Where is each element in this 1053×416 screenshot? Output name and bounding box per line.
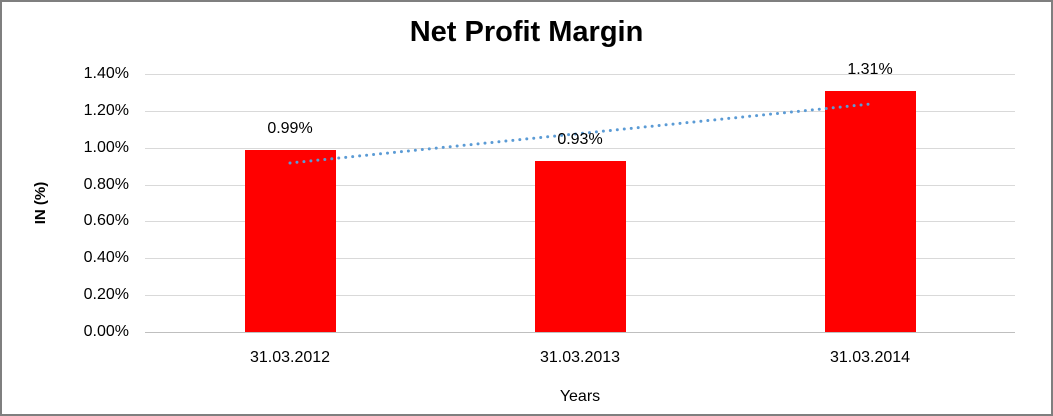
x-axis-line xyxy=(145,332,1015,333)
x-tick-label: 31.03.2013 xyxy=(539,349,621,366)
bar-data-label: 0.93% xyxy=(557,130,603,148)
y-tick-label: 0.20% xyxy=(83,286,129,304)
bar xyxy=(824,90,916,332)
x-tick-label: 31.03.2012 xyxy=(249,349,331,366)
y-tick-label: 0.80% xyxy=(83,175,129,193)
y-gridline xyxy=(145,110,1015,112)
y-tick-label: 1.00% xyxy=(83,138,129,156)
trendline xyxy=(288,102,872,165)
chart-title: Net Profit Margin xyxy=(409,16,644,48)
bar xyxy=(244,149,336,332)
y-gridline xyxy=(145,74,1015,75)
y-tick-label: 1.20% xyxy=(83,101,129,119)
x-tick-label: 31.03.2014 xyxy=(829,349,911,366)
bar-data-label: 1.31% xyxy=(847,60,893,78)
x-axis-title: Years xyxy=(559,388,601,405)
y-tick-label: 1.40% xyxy=(83,65,129,82)
bar xyxy=(534,160,626,332)
y-gridline xyxy=(145,147,1015,149)
y-tick-label: 0.40% xyxy=(83,249,129,267)
y-tick-label: 0.00% xyxy=(83,323,129,340)
bar-data-label: 0.99% xyxy=(267,119,313,137)
y-tick-label: 0.60% xyxy=(83,212,129,230)
y-axis-title: IN (%) xyxy=(32,181,49,225)
plot-area xyxy=(145,74,1015,333)
